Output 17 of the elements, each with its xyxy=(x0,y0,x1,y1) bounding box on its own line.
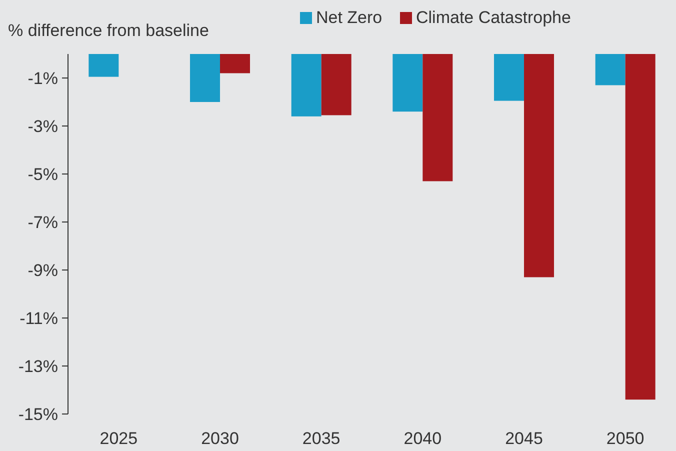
y-tick-label: -3% xyxy=(28,116,58,136)
legend-label: Net Zero xyxy=(316,8,382,27)
y-tick-label: -15% xyxy=(18,404,58,424)
x-tick-label: 2050 xyxy=(606,429,644,448)
y-tick-label: -11% xyxy=(20,308,58,328)
x-tick-label: 2035 xyxy=(302,429,340,448)
legend-label: Climate Catastrophe xyxy=(416,8,571,27)
x-tick-label: 2030 xyxy=(201,429,239,448)
y-tick-label: -13% xyxy=(18,356,58,376)
x-tick-label: 2025 xyxy=(100,429,138,448)
x-tick-label: 2040 xyxy=(404,429,442,448)
x-tick-label: 2045 xyxy=(505,429,543,448)
y-tick-label: -9% xyxy=(28,260,58,280)
y-tick-label: -1% xyxy=(28,68,58,88)
y-tick-label: -5% xyxy=(28,164,58,184)
y-tick-label: -7% xyxy=(28,212,58,232)
y-axis-title: % difference from baseline xyxy=(8,21,209,40)
